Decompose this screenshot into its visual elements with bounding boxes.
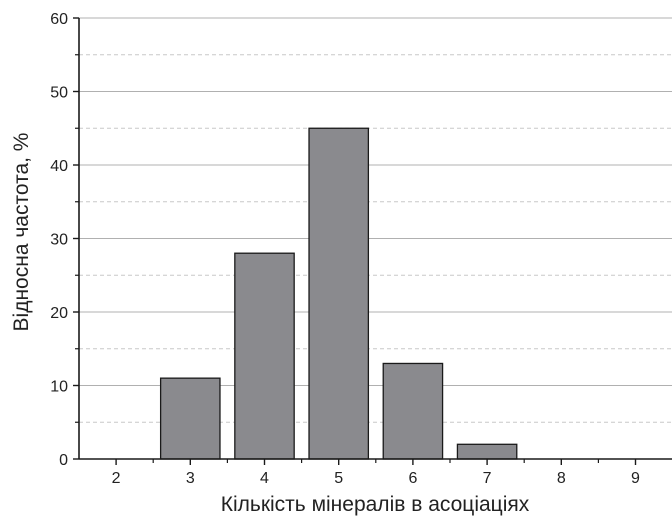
y-axis-title: Відносна частота, % (10, 133, 33, 332)
x-tick-label: 9 (631, 470, 640, 487)
x-axis-title: Кількість мінералів в асоціаціях (221, 493, 530, 516)
y-tick-label: 50 (50, 85, 68, 102)
y-tick-label: 0 (59, 452, 68, 469)
x-tick-label: 6 (408, 470, 417, 487)
y-tick-label: 40 (50, 158, 68, 175)
y-tick-label: 60 (50, 11, 68, 28)
y-tick-label: 10 (50, 379, 68, 396)
ticks-layer: 0 10 20 30 40 50 60 2 3 4 5 6 7 8 9 (50, 11, 640, 487)
bar-7 (456, 443, 518, 460)
x-tick-label: 7 (483, 470, 492, 487)
x-tick-label: 2 (112, 470, 121, 487)
bar-6 (382, 362, 444, 460)
bar-3 (159, 377, 221, 460)
grid-layer (79, 17, 672, 423)
bar-5 (308, 127, 370, 460)
x-tick-label: 4 (260, 470, 269, 487)
y-tick-label: 20 (50, 305, 68, 322)
bars-layer (159, 127, 518, 460)
bar-4 (234, 252, 295, 460)
x-tick-label: 5 (334, 470, 343, 487)
x-tick-label: 8 (557, 470, 566, 487)
x-tick-label: 3 (186, 470, 195, 487)
y-tick-label: 30 (50, 232, 68, 249)
